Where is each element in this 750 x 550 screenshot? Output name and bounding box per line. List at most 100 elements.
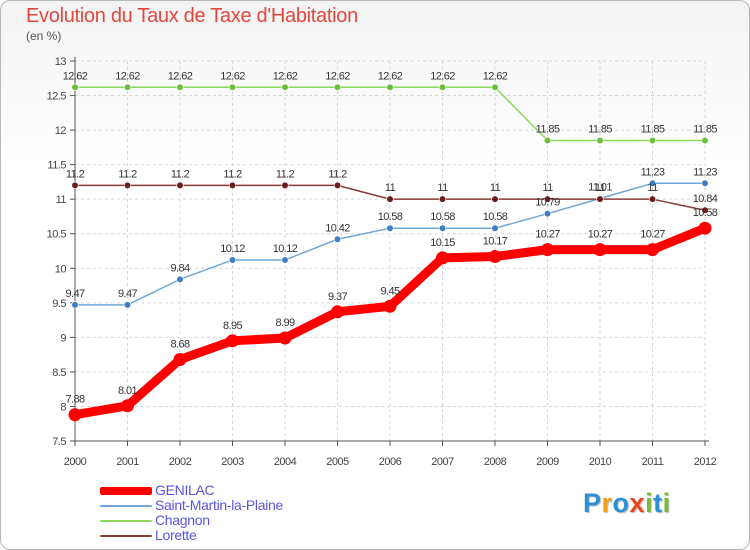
data-labels: 7.88 8.01 8.68 8.95 8.99 9.37 9.45 10.15 10.17 10… xyxy=(63,70,719,405)
point-2 xyxy=(71,83,79,91)
data-label: 12.62 xyxy=(168,70,193,82)
data-label: 8.95 xyxy=(223,320,242,332)
data-label: 10.12 xyxy=(220,243,245,255)
data-label: 10.15 xyxy=(430,237,455,249)
data-label: 10.27 xyxy=(640,229,665,241)
point-1 xyxy=(386,224,394,232)
data-label: 11.2 xyxy=(276,168,295,180)
data-label: 12.62 xyxy=(273,70,298,82)
logo-letter: x xyxy=(629,488,646,518)
series-lines xyxy=(68,83,712,422)
data-label: 11.01 xyxy=(588,181,612,193)
point-3 xyxy=(333,181,342,189)
point-0 xyxy=(226,334,239,348)
x-tick-label: 2005 xyxy=(326,456,349,468)
legend-label: Chagnon xyxy=(155,512,210,528)
point-3 xyxy=(281,181,289,189)
y-tick-label: 11.5 xyxy=(47,160,66,172)
point-2 xyxy=(228,83,237,91)
logo-letter: t xyxy=(653,488,663,518)
point-3 xyxy=(648,195,657,203)
point-0 xyxy=(646,243,659,257)
point-3 xyxy=(491,195,499,203)
data-label: 11 xyxy=(595,182,606,194)
chart-title: Evolution du Taux de Taxe d'Habitation xyxy=(26,5,358,27)
data-label: 12.62 xyxy=(220,70,245,82)
y-tick-label: 13 xyxy=(55,56,67,68)
point-3 xyxy=(543,195,552,203)
x-tick-label: 2009 xyxy=(536,456,559,468)
point-0 xyxy=(593,243,607,257)
point-2 xyxy=(438,83,447,91)
point-3 xyxy=(176,181,184,189)
point-3 xyxy=(386,195,394,203)
data-label: 10.27 xyxy=(535,229,560,241)
point-3 xyxy=(701,206,709,214)
point-1 xyxy=(333,235,342,243)
data-label: 12.62 xyxy=(115,70,140,82)
point-2 xyxy=(701,136,709,145)
data-label: 12.62 xyxy=(63,70,88,82)
data-label: 11 xyxy=(437,182,448,194)
data-label: 10.58 xyxy=(483,211,508,223)
data-label: 10.42 xyxy=(325,222,350,234)
point-3 xyxy=(123,181,132,189)
point-3 xyxy=(228,181,237,189)
data-label: 11.2 xyxy=(328,168,347,180)
legend-label: Saint-Martin-la-Plaine xyxy=(155,497,284,513)
data-label: 11 xyxy=(647,182,658,194)
point-1 xyxy=(123,301,132,309)
data-label: 11.2 xyxy=(171,168,190,180)
x-tick-label: 2000 xyxy=(64,456,87,468)
legend-swatch xyxy=(100,535,152,537)
x-tick-label: 2002 xyxy=(169,456,192,468)
grid-lines xyxy=(74,60,706,442)
data-label: 11 xyxy=(490,182,501,194)
data-label: 10.79 xyxy=(535,197,560,209)
data-label: 8.99 xyxy=(275,317,294,329)
point-2 xyxy=(491,83,499,91)
point-0 xyxy=(173,352,187,366)
y-tick-label: 8.5 xyxy=(52,367,66,379)
data-label: 9.37 xyxy=(328,291,347,303)
data-label: 11.85 xyxy=(588,123,612,135)
point-2 xyxy=(176,83,184,91)
data-label: 9.47 xyxy=(65,288,84,300)
legend-label: GENILAC xyxy=(155,482,215,498)
point-0 xyxy=(541,243,554,257)
logo-letter: o xyxy=(612,488,630,518)
data-label: 10.12 xyxy=(273,243,298,255)
x-tick-label: 2007 xyxy=(431,456,454,468)
data-label: 12.62 xyxy=(430,70,455,82)
data-label: 9.47 xyxy=(118,288,137,300)
y-tick-label: 8 xyxy=(60,401,66,413)
chart-subtitle: (en %) xyxy=(26,29,62,43)
logo-letter: P xyxy=(583,488,602,518)
data-label: 9.84 xyxy=(170,262,189,274)
logo-letter: i xyxy=(662,488,671,518)
data-label: 11 xyxy=(542,182,553,194)
point-0 xyxy=(383,299,397,313)
logo-letter: i xyxy=(645,488,654,518)
point-0 xyxy=(698,221,712,235)
x-tick-label: 2001 xyxy=(116,456,139,468)
point-1 xyxy=(176,275,184,283)
y-tick-label: 9.5 xyxy=(52,298,66,310)
data-label: 11.2 xyxy=(66,168,85,180)
point-0 xyxy=(331,305,344,319)
x-tick-label: 2010 xyxy=(589,456,612,468)
data-label: 10.17 xyxy=(483,236,508,248)
data-label: 12.62 xyxy=(325,70,350,82)
data-label: 10.58 xyxy=(693,207,718,219)
point-1 xyxy=(438,224,447,232)
y-tick-label: 10.5 xyxy=(47,229,67,241)
point-1 xyxy=(543,210,552,218)
point-1 xyxy=(648,179,657,187)
point-0 xyxy=(278,331,292,345)
data-label: 11.85 xyxy=(693,123,717,135)
y-tick-label: 12 xyxy=(55,125,67,137)
data-label: 9.45 xyxy=(380,285,399,297)
legend-swatch xyxy=(100,505,152,507)
data-label: 8.68 xyxy=(170,338,189,350)
point-2 xyxy=(386,83,394,91)
